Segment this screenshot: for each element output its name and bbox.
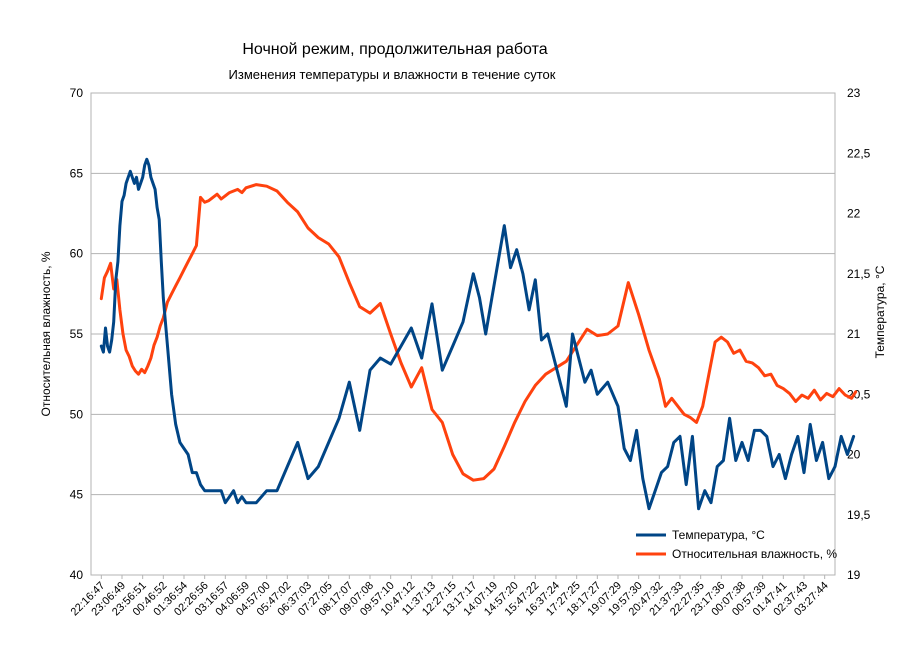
chart-title: Ночной режим, продолжительная работа [242, 41, 547, 58]
legend: Температура, °C Относительная влажность,… [636, 528, 837, 561]
left-y-tick-label: 70 [70, 86, 84, 100]
x-ticks: 22:16:4723:06:4923:56:5100:46:5201:36:54… [69, 575, 831, 618]
left-y-tick-label: 40 [70, 568, 84, 582]
left-axis-label: Относительная влажность, % [39, 251, 53, 416]
legend-label-temperature: Температура, °C [672, 528, 765, 542]
right-axis-label: Температура, °C [873, 265, 887, 358]
humidity-series-line [99, 183, 858, 482]
right-y-tick-label: 20 [847, 448, 861, 462]
chart-subtitle: Изменения температуры и влажности в тече… [229, 67, 556, 82]
right-y-tick-label: 22 [847, 207, 861, 221]
left-y-tick-label: 60 [70, 247, 84, 261]
right-y-tick-label: 21,5 [847, 267, 871, 281]
right-y-tick-label: 23 [847, 86, 861, 100]
right-y-tick-label: 19,5 [847, 508, 871, 522]
series-lines [99, 157, 858, 511]
right-y-tick-label: 21 [847, 327, 861, 341]
right-y-tick-label: 19 [847, 568, 861, 582]
grid-lines [91, 172, 835, 496]
left-y-ticks: 40 45 50 55 60 65 70 [70, 86, 84, 582]
legend-label-humidity: Относительная влажность, % [672, 547, 837, 561]
right-y-tick-label: 22,5 [847, 146, 871, 160]
left-y-tick-label: 50 [70, 407, 84, 421]
plot-area-border [90, 92, 836, 576]
left-y-tick-label: 55 [70, 327, 84, 341]
temperature-series-line [99, 157, 856, 511]
left-y-tick-label: 65 [70, 166, 84, 180]
left-y-tick-label: 45 [70, 488, 84, 502]
